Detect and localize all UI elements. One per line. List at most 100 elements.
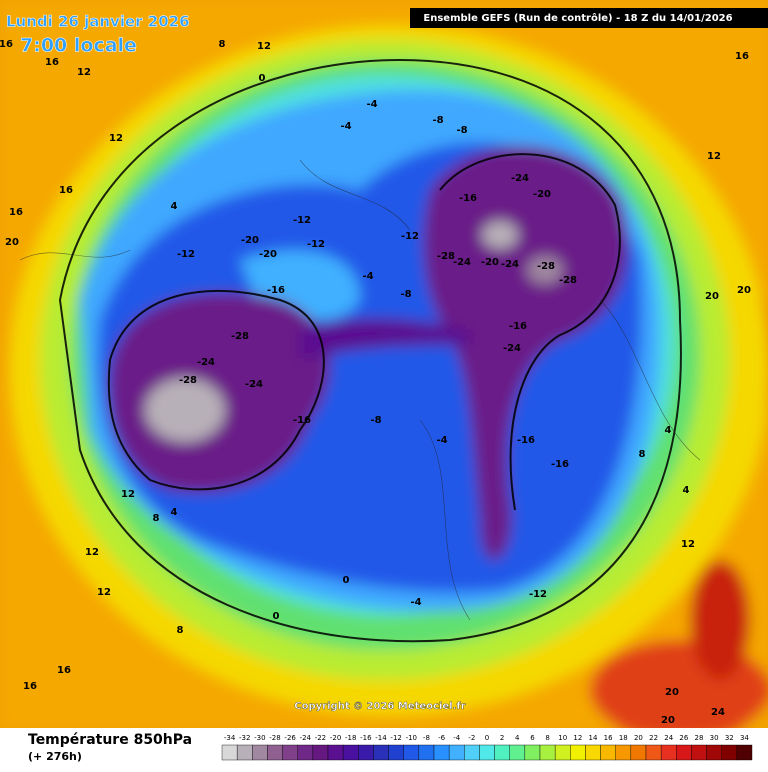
- legend-label: -20: [330, 734, 341, 742]
- run-info: Ensemble GEFS (Run de contrôle) - 18 Z d…: [423, 12, 732, 24]
- contour-label: 4: [665, 425, 672, 436]
- legend-swatch: [403, 744, 420, 761]
- contour-label: -12: [307, 239, 325, 250]
- legend-swatch: [645, 744, 662, 761]
- legend-label: 12: [573, 734, 582, 742]
- legend-label: 26: [679, 734, 688, 742]
- legend-swatch: [221, 744, 238, 761]
- legend-label: -24: [300, 734, 312, 742]
- copyright: Copyright © 2026 Meteociel.fr: [294, 701, 465, 712]
- contour-label: 16: [57, 665, 71, 676]
- legend-label: 22: [649, 734, 658, 742]
- contour-label: -24: [453, 257, 471, 268]
- legend-swatch: [691, 744, 707, 761]
- contour-label: 12: [85, 547, 99, 558]
- legend-swatch: [570, 744, 586, 761]
- contour-label: -12: [529, 589, 547, 600]
- legend-label: -12: [390, 734, 401, 742]
- legend-swatch: [373, 744, 389, 761]
- legend-label: 24: [664, 734, 673, 742]
- legend-swatch: [342, 744, 359, 761]
- contour-label: -16: [517, 435, 535, 446]
- legend-label: -8: [423, 734, 430, 742]
- contour-label: 8: [153, 513, 160, 524]
- legend-label: 28: [695, 734, 704, 742]
- contour-label: 16: [23, 681, 37, 692]
- legend-swatch: [676, 744, 692, 761]
- contour-label: 12: [707, 151, 721, 162]
- legend-label: -14: [375, 734, 387, 742]
- header: Lundi 26 janvier 2026 7:00 locale Ensemb…: [6, 8, 768, 57]
- contour-label: -16: [551, 459, 569, 470]
- legend-label: -32: [239, 734, 250, 742]
- legend-swatch: [388, 744, 404, 761]
- legend-label: -18: [345, 734, 356, 742]
- contour-label: -8: [400, 289, 411, 300]
- legend-swatch: [236, 744, 253, 761]
- contour-label: 16: [9, 207, 23, 218]
- legend-label: -6: [438, 734, 446, 742]
- legend-swatch: [464, 744, 480, 761]
- legend-label: 30: [710, 734, 719, 742]
- footer-title: Température 850hPa: [28, 732, 192, 748]
- legend-swatch: [494, 744, 510, 761]
- legend-label: -2: [468, 734, 475, 742]
- contour-label: -12: [401, 231, 419, 242]
- legend-swatch: [267, 744, 283, 761]
- contour-label: -4: [362, 271, 373, 282]
- contour-label: 16: [45, 57, 59, 68]
- contour-label: -8: [432, 115, 443, 126]
- contour-label: 12: [121, 489, 135, 500]
- legend-swatch: [327, 744, 344, 761]
- contour-label: -24: [501, 259, 519, 270]
- contour-label: 8: [639, 449, 646, 460]
- contour-label: -4: [366, 99, 377, 110]
- contour-label: 20: [661, 715, 675, 726]
- legend-label: -34: [224, 734, 236, 742]
- contour-label: -28: [559, 275, 577, 286]
- contour-label: -28: [537, 261, 555, 272]
- legend-swatch: [448, 744, 465, 761]
- contour-label: 16: [735, 51, 749, 62]
- contour-label: 20: [665, 687, 679, 698]
- legend-swatch: [554, 744, 571, 761]
- legend-swatch: [660, 744, 677, 761]
- contour-label: -16: [509, 321, 527, 332]
- contour-label: -4: [340, 121, 351, 132]
- legend-swatch: [615, 744, 632, 761]
- contour-label: 12: [97, 587, 111, 598]
- contour-label: -4: [410, 597, 421, 608]
- run-box: [410, 8, 768, 28]
- contour-label: 12: [681, 539, 695, 550]
- contour-label: -8: [370, 415, 381, 426]
- contour-label: 20: [737, 285, 751, 296]
- legend-swatch: [509, 744, 526, 761]
- legend-swatch: [539, 744, 556, 761]
- legend-swatch: [600, 744, 616, 761]
- legend-swatch: [312, 744, 329, 761]
- contour-label: 16: [0, 39, 13, 50]
- contour-label: 20: [5, 237, 19, 248]
- contour-label: -28: [437, 251, 455, 262]
- legend-label: 8: [545, 734, 549, 742]
- legend-label: 14: [589, 734, 598, 742]
- contour-label: 20: [705, 291, 719, 302]
- legend-label: -28: [269, 734, 280, 742]
- contour-label: -28: [179, 375, 197, 386]
- contour-label: 24: [711, 707, 725, 718]
- legend-label: -10: [406, 734, 417, 742]
- contour-label: -16: [459, 193, 477, 204]
- legend-swatch: [358, 744, 374, 761]
- contour-label: -20: [241, 235, 259, 246]
- footer-lead: (+ 276h): [28, 750, 82, 763]
- contour-label: 4: [683, 485, 690, 496]
- contour-label: 0: [259, 73, 266, 84]
- contour-label: 4: [171, 201, 178, 212]
- contour-label: 12: [77, 67, 91, 78]
- legend-label: -30: [254, 734, 265, 742]
- contour-label: 4: [171, 507, 178, 518]
- legend-label: 10: [558, 734, 567, 742]
- legend-label: 34: [740, 734, 749, 742]
